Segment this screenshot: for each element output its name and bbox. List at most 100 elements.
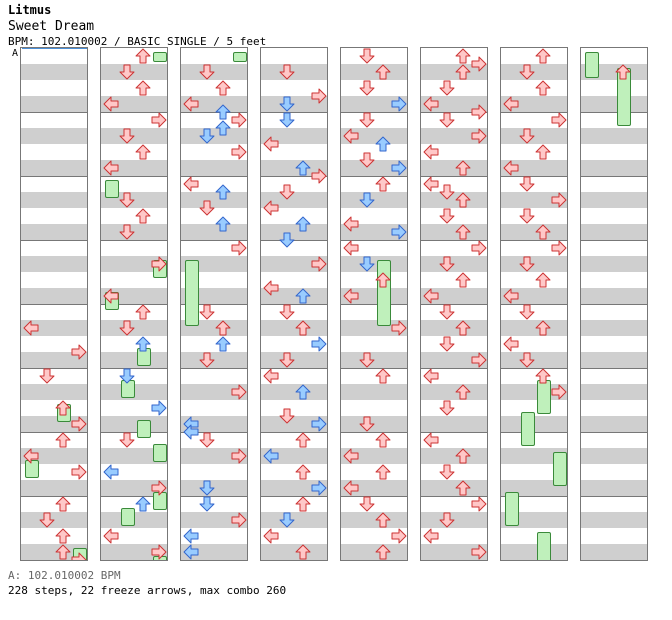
arrow-down-icon: [119, 320, 135, 336]
measure-line: [581, 112, 647, 113]
arrow-up-icon: [535, 80, 551, 96]
arrow-right-icon: [311, 256, 327, 272]
beat-band: [261, 160, 327, 176]
arrow-left-icon: [423, 528, 439, 544]
arrow-up-icon: [295, 160, 311, 176]
arrow-up-icon: [215, 80, 231, 96]
measure-line: [21, 432, 87, 433]
song-artist: Litmus: [8, 3, 52, 17]
arrow-left-icon: [103, 160, 119, 176]
beat-band: [21, 224, 87, 240]
arrow-left-icon: [423, 176, 439, 192]
chart-column-3: [180, 47, 248, 561]
arrow-down-icon: [279, 64, 295, 80]
arrow-down-icon: [279, 408, 295, 424]
measure-line: [261, 304, 327, 305]
beat-band: [581, 480, 647, 496]
arrow-right-icon: [391, 528, 407, 544]
beat-band: [341, 224, 407, 240]
arrow-down-icon: [119, 128, 135, 144]
arrow-left-icon: [423, 96, 439, 112]
arrow-up-icon: [215, 120, 231, 136]
arrow-down-icon: [199, 432, 215, 448]
measure-line: [581, 176, 647, 177]
arrow-down-icon: [439, 112, 455, 128]
arrow-down-icon: [279, 112, 295, 128]
beat-band: [501, 192, 567, 208]
arrow-down-icon: [359, 48, 375, 64]
beat-band: [261, 544, 327, 560]
beat-band: [101, 256, 167, 272]
arrow-down-icon: [279, 184, 295, 200]
bpm-legend: A: 102.010002 BPM: [8, 569, 121, 582]
beat-band: [501, 448, 567, 464]
beat-band: [21, 96, 87, 112]
arrow-up-icon: [295, 384, 311, 400]
beat-band: [421, 128, 487, 144]
arrow-right-icon: [471, 104, 487, 120]
measure-line: [341, 432, 407, 433]
freeze-arrow-down: [121, 508, 135, 526]
chart-column-2: [100, 47, 168, 561]
beat-band: [181, 192, 247, 208]
beat-band: [581, 544, 647, 560]
arrow-down-icon: [519, 208, 535, 224]
beat-band: [101, 352, 167, 368]
beat-band: [421, 448, 487, 464]
arrow-down-icon: [279, 512, 295, 528]
arrow-up-icon: [55, 496, 71, 512]
arrow-right-icon: [551, 112, 567, 128]
beat-band: [341, 128, 407, 144]
arrow-up-icon: [455, 480, 471, 496]
beat-band: [101, 544, 167, 560]
arrow-up-icon: [295, 432, 311, 448]
arrow-up-icon: [135, 336, 151, 352]
measure-line: [421, 496, 487, 497]
arrow-left-icon: [263, 528, 279, 544]
beat-band: [581, 160, 647, 176]
measure-line: [21, 112, 87, 113]
arrow-down-icon: [439, 184, 455, 200]
beat-band: [341, 64, 407, 80]
beat-band: [421, 288, 487, 304]
measure-line: [341, 496, 407, 497]
beat-band: [581, 192, 647, 208]
arrow-down-icon: [359, 496, 375, 512]
arrow-right-icon: [391, 160, 407, 176]
arrow-down-icon: [359, 80, 375, 96]
measure-line: [181, 304, 247, 305]
freeze-arrow-left: [185, 260, 199, 326]
arrow-up-icon: [215, 216, 231, 232]
arrow-down-icon: [279, 352, 295, 368]
arrow-right-icon: [231, 112, 247, 128]
measure-line: [581, 432, 647, 433]
arrow-up-icon: [455, 160, 471, 176]
chart-column-7: [500, 47, 568, 561]
arrow-down-icon: [119, 432, 135, 448]
arrow-right-icon: [551, 384, 567, 400]
measure-line: [101, 112, 167, 113]
chart-column-5: [340, 47, 408, 561]
arrow-left-icon: [103, 528, 119, 544]
beat-band: [181, 160, 247, 176]
arrow-right-icon: [551, 240, 567, 256]
arrow-up-icon: [455, 320, 471, 336]
arrow-down-icon: [199, 128, 215, 144]
beat-band: [421, 384, 487, 400]
beat-band: [261, 192, 327, 208]
beat-band: [501, 320, 567, 336]
arrow-up-icon: [455, 448, 471, 464]
measure-line: [421, 240, 487, 241]
arrow-left-icon: [343, 448, 359, 464]
arrow-up-icon: [375, 136, 391, 152]
beat-band: [581, 384, 647, 400]
beat-band: [21, 480, 87, 496]
arrow-right-icon: [231, 448, 247, 464]
beat-band: [181, 416, 247, 432]
freeze-arrow-left: [505, 492, 519, 526]
freeze-arrow-up: [537, 380, 551, 414]
beat-band: [341, 96, 407, 112]
arrow-down-icon: [359, 416, 375, 432]
beat-band: [261, 128, 327, 144]
arrow-down-icon: [519, 256, 535, 272]
